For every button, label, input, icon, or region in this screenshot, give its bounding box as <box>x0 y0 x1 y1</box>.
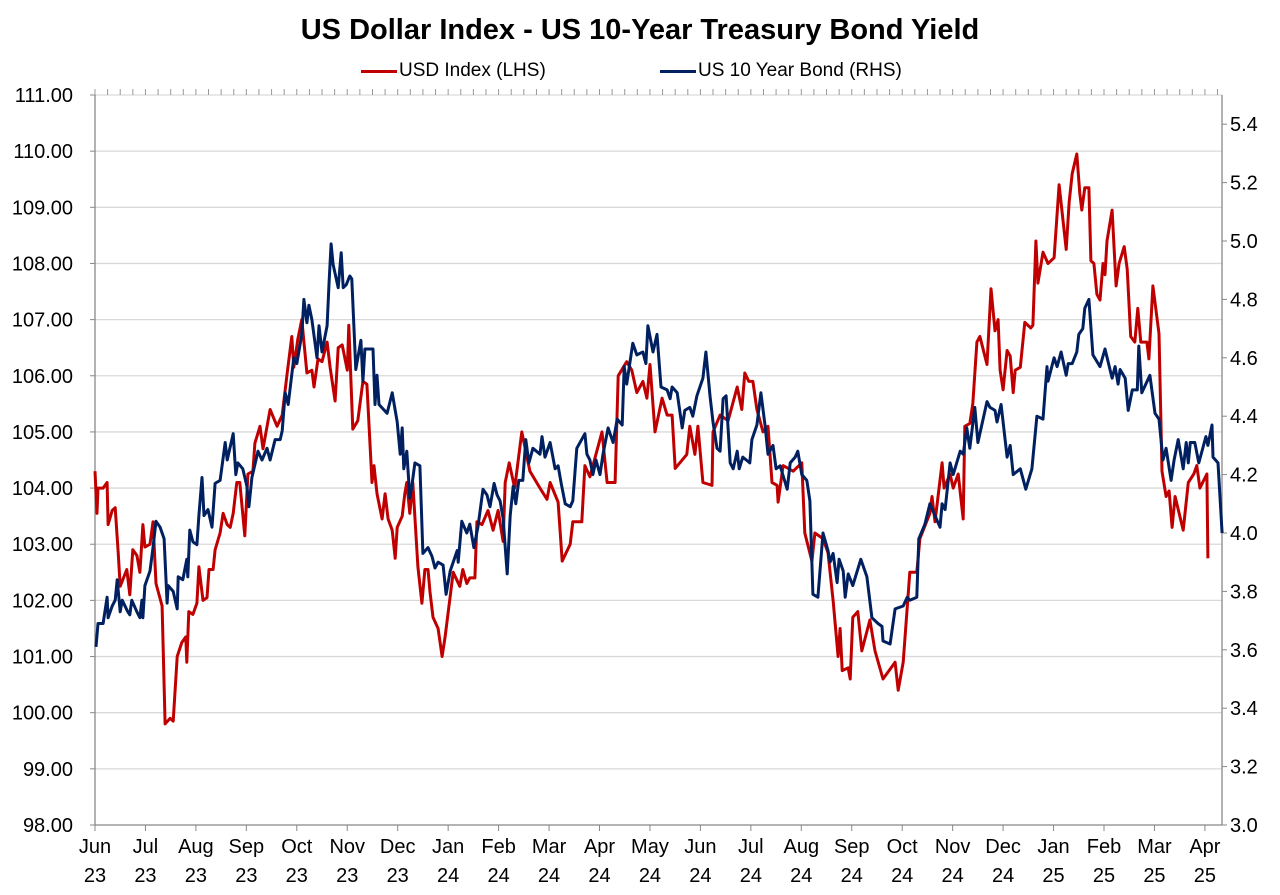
x-tick-year: 23 <box>134 865 156 887</box>
y-right-tick-label: 3.0 <box>1230 815 1258 837</box>
x-tick-year: 24 <box>942 865 964 887</box>
y-right-tick-label: 4.2 <box>1230 465 1258 487</box>
legend-swatch-usd <box>361 69 397 73</box>
x-tick-month: Dec <box>380 836 416 858</box>
x-tick-year: 24 <box>841 865 863 887</box>
x-tick-year: 23 <box>336 865 358 887</box>
y-left-tick-label: 105.00 <box>12 422 73 444</box>
x-tick-year: 25 <box>1143 865 1165 887</box>
x-tick-month: Feb <box>1087 836 1121 858</box>
y-left-tick-label: 107.00 <box>12 310 73 332</box>
x-tick-month: Mar <box>1137 836 1172 858</box>
y-left-tick-label: 102.00 <box>12 590 73 612</box>
y-left-tick-label: 108.00 <box>12 253 73 275</box>
x-tick-month: Jul <box>133 836 159 858</box>
y-left-tick-label: 99.00 <box>23 759 73 781</box>
y-left-tick-label: 109.00 <box>12 197 73 219</box>
x-tick-year: 23 <box>235 865 257 887</box>
y-right-tick-label: 3.2 <box>1230 757 1258 779</box>
x-tick-month: Sep <box>229 836 265 858</box>
y-left-tick-label: 101.00 <box>12 647 73 669</box>
x-tick-year: 23 <box>387 865 409 887</box>
x-tick-year: 23 <box>185 865 207 887</box>
us-10y-bond-line <box>94 242 1224 648</box>
x-tick-month: Jan <box>432 836 464 858</box>
x-tick-month: Jun <box>684 836 716 858</box>
legend-item-usd: USD Index (LHS) <box>361 60 546 82</box>
y-right-tick-label: 4.0 <box>1230 523 1258 545</box>
y-right-tick-label: 5.4 <box>1230 114 1258 136</box>
legend-label-usd: USD Index (LHS) <box>399 60 546 81</box>
x-tick-year: 23 <box>84 865 106 887</box>
x-tick-month: Jan <box>1037 836 1069 858</box>
x-tick-year: 24 <box>992 865 1014 887</box>
x-tick-year: 25 <box>1194 865 1216 887</box>
x-tick-month: Dec <box>985 836 1021 858</box>
x-tick-month: Apr <box>1189 836 1220 858</box>
y-right-tick-label: 4.4 <box>1230 406 1258 428</box>
x-tick-month: Oct <box>281 836 313 858</box>
x-tick-year: 24 <box>740 865 762 887</box>
y-left-tick-label: 111.00 <box>15 85 73 107</box>
x-tick-year: 24 <box>790 865 812 887</box>
x-tick-month: Mar <box>532 836 567 858</box>
y-left-tick-label: 104.00 <box>12 478 73 500</box>
y-right-tick-label: 5.2 <box>1230 173 1258 195</box>
y-right-tick-label: 3.4 <box>1230 698 1258 720</box>
x-tick-month: Feb <box>481 836 515 858</box>
x-tick-month: Nov <box>329 836 365 858</box>
x-tick-year: 24 <box>487 865 509 887</box>
x-tick-year: 25 <box>1042 865 1064 887</box>
chart-title: US Dollar Index - US 10-Year Treasury Bo… <box>300 14 980 46</box>
x-tick-month: Sep <box>834 836 870 858</box>
y-right-tick-label: 3.8 <box>1230 581 1258 603</box>
x-tick-month: Nov <box>935 836 971 858</box>
x-tick-year: 24 <box>437 865 459 887</box>
usd-index-line <box>93 152 1210 726</box>
x-tick-month: Jun <box>79 836 111 858</box>
y-right-tick-label: 4.6 <box>1230 348 1258 370</box>
x-tick-month: Aug <box>784 836 820 858</box>
x-tick-month: Aug <box>178 836 214 858</box>
x-tick-year: 24 <box>891 865 913 887</box>
y-left-tick-label: 100.00 <box>12 703 73 725</box>
x-tick-month: Apr <box>584 836 615 858</box>
legend-label-bond: US 10 Year Bond (RHS) <box>698 60 902 81</box>
x-tick-year: 24 <box>588 865 610 887</box>
y-left-tick-label: 106.00 <box>12 366 73 388</box>
legend-swatch-bond <box>660 69 696 73</box>
x-tick-month: Oct <box>887 836 919 858</box>
y-left-tick-label: 98.00 <box>23 815 73 837</box>
x-tick-year: 23 <box>286 865 308 887</box>
x-tick-month: May <box>631 836 669 858</box>
x-tick-year: 24 <box>538 865 560 887</box>
x-tick-year: 24 <box>639 865 661 887</box>
y-left-tick-label: 103.00 <box>12 534 73 556</box>
x-tick-month: Jul <box>738 836 764 858</box>
x-tick-year: 25 <box>1093 865 1115 887</box>
legend-item-bond: US 10 Year Bond (RHS) <box>660 60 902 82</box>
y-left-tick-label: 110.00 <box>13 141 73 163</box>
y-right-tick-label: 4.8 <box>1230 289 1258 311</box>
y-right-tick-label: 5.0 <box>1230 231 1258 253</box>
y-right-tick-label: 3.6 <box>1230 640 1258 662</box>
x-tick-year: 24 <box>689 865 711 887</box>
